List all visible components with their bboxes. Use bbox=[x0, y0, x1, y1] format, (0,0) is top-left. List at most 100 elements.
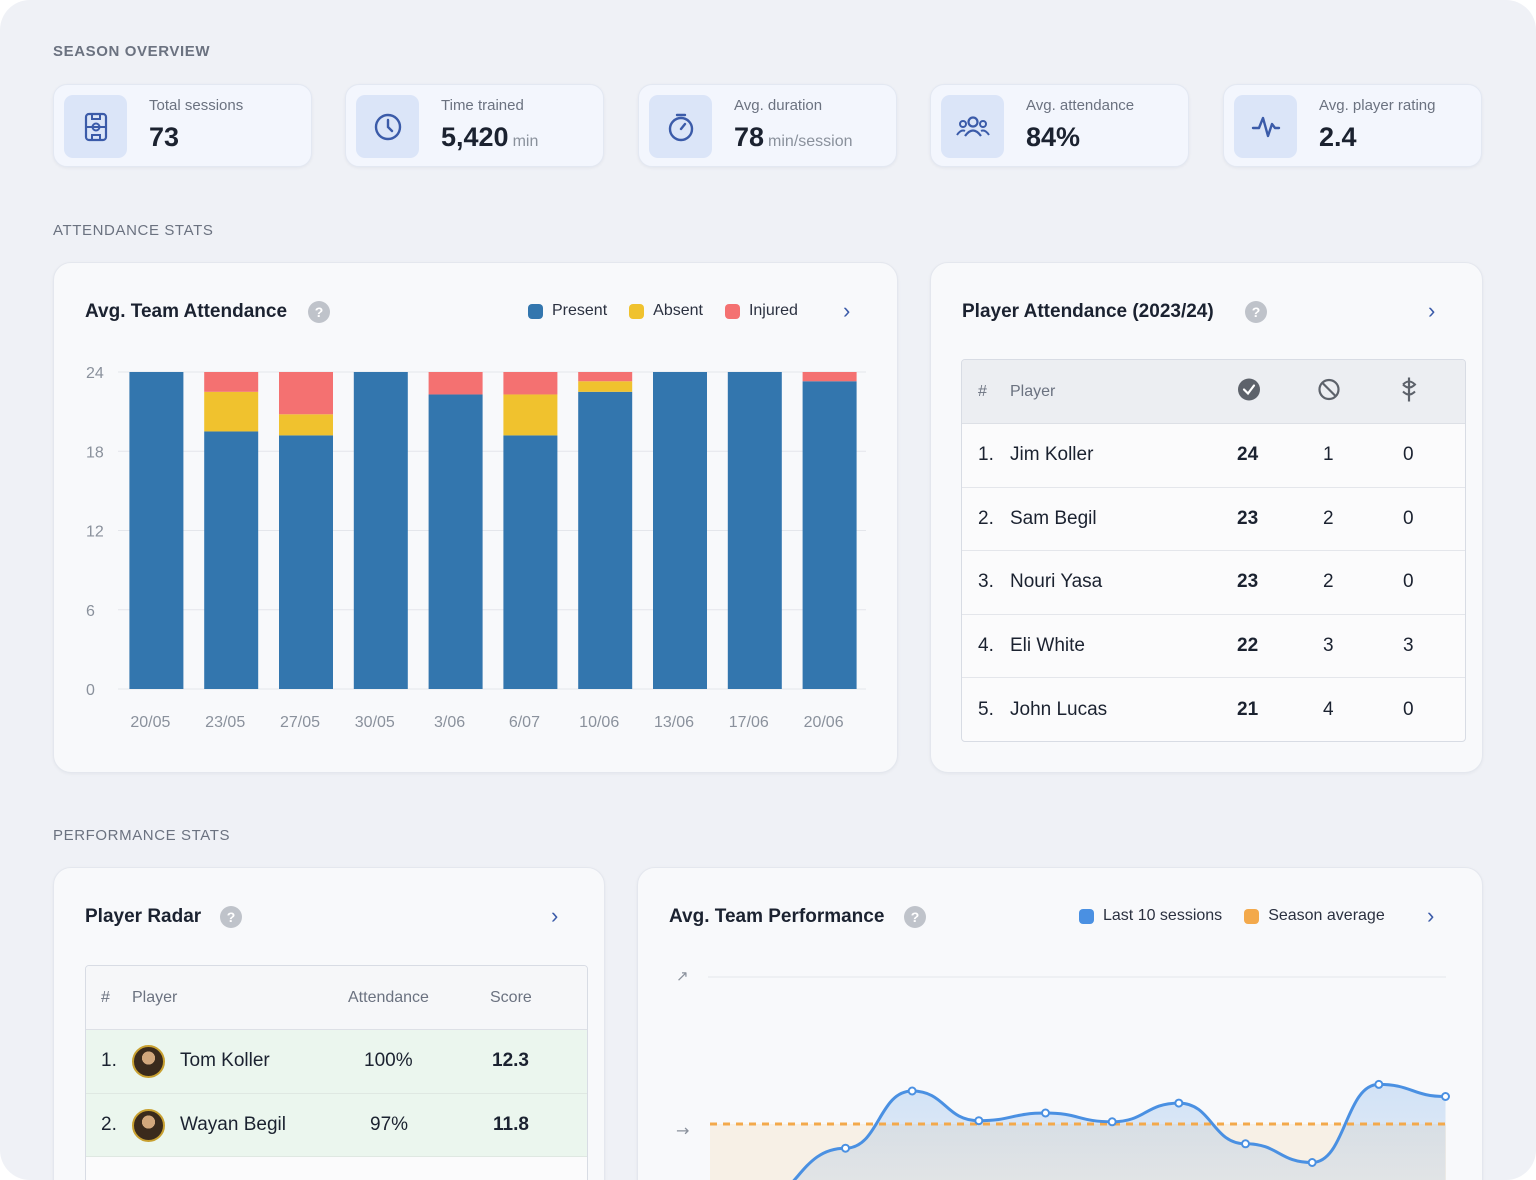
legend-present: Present bbox=[528, 302, 607, 320]
bar-present bbox=[129, 372, 184, 689]
trend-up-icon: ↗ bbox=[676, 967, 689, 985]
stat-avg-attendance[interactable]: Avg. attendance 84% bbox=[930, 84, 1189, 167]
x-tick-label: 20/06 bbox=[804, 714, 844, 731]
bar-absent bbox=[578, 381, 633, 392]
data-point bbox=[1374, 1079, 1384, 1089]
stat-value: 5,420 min bbox=[441, 122, 539, 152]
bar-injured bbox=[204, 372, 259, 392]
medical-icon bbox=[1401, 376, 1417, 407]
table-row[interactable]: 2. Wayan Begil 97% 11.8 bbox=[86, 1093, 587, 1157]
data-point bbox=[1441, 1092, 1450, 1101]
data-point bbox=[1107, 1117, 1117, 1127]
row-player: John Lucas bbox=[1010, 699, 1108, 721]
help-icon[interactable]: ? bbox=[1245, 301, 1267, 323]
stat-avg-duration[interactable]: Avg. duration 78 min/session bbox=[638, 84, 897, 167]
stat-label: Time trained bbox=[441, 97, 524, 114]
chevron-right-icon[interactable]: › bbox=[551, 903, 559, 928]
x-tick-label: 20/05 bbox=[130, 714, 170, 731]
data-point bbox=[1307, 1158, 1317, 1167]
performance-line-chart: ↗→ bbox=[676, 967, 1450, 1180]
row-player: Nouri Yasa bbox=[1010, 571, 1103, 593]
help-icon[interactable]: ? bbox=[220, 906, 242, 928]
player-attendance-card: Player Attendance (2023/24) ? › # Player… bbox=[930, 262, 1483, 773]
player-attendance-table: # Player 1. Jim Koller 24 1 0 bbox=[961, 359, 1466, 742]
check-circle-icon bbox=[1238, 378, 1260, 405]
table-row[interactable]: 3. Nouri Yasa 23 2 0 bbox=[962, 551, 1465, 615]
col-attendance: Attendance bbox=[348, 988, 429, 1006]
bar-present bbox=[204, 431, 259, 689]
avatar bbox=[132, 1108, 165, 1142]
stat-unit: min/session bbox=[768, 133, 853, 150]
chart-legend: Present Absent Injured bbox=[528, 302, 798, 320]
ban-icon bbox=[1318, 378, 1340, 405]
row-absent: 2 bbox=[1323, 571, 1334, 593]
y-tick-label: 24 bbox=[86, 365, 104, 382]
bar-absent bbox=[279, 414, 333, 436]
row-rank: 2. bbox=[101, 1113, 117, 1135]
bar-injured bbox=[428, 372, 483, 395]
row-absent: 1 bbox=[1323, 444, 1334, 466]
bar-absent bbox=[503, 394, 558, 436]
table-row[interactable]: 4. Eli White 22 3 3 bbox=[962, 615, 1465, 679]
row-rank: 2. bbox=[978, 507, 994, 529]
player-radar-table: # Player Attendance Score 1. Tom Koller … bbox=[85, 965, 588, 1180]
row-injured: 0 bbox=[1403, 699, 1414, 721]
stat-value: 73 bbox=[149, 122, 180, 152]
section-season-overview: SEASON OVERVIEW bbox=[53, 43, 211, 60]
row-player: Jim Koller bbox=[1010, 444, 1094, 466]
row-absent: 4 bbox=[1323, 699, 1334, 721]
row-rank: 4. bbox=[978, 635, 994, 657]
x-tick-label: 27/05 bbox=[280, 714, 320, 731]
row-present: 23 bbox=[1237, 571, 1259, 593]
row-present: 23 bbox=[1237, 507, 1259, 529]
legend-absent: Absent bbox=[629, 302, 703, 320]
chevron-right-icon[interactable]: › bbox=[843, 298, 851, 323]
col-rank: # bbox=[101, 988, 110, 1006]
attendance-bar-chart: 0 6 12 18 24 20/05 23/05 27/05 30/05 3/06 6/07 10/0… bbox=[86, 365, 866, 731]
table-header: # Player Attendance Score bbox=[86, 966, 587, 1030]
table-row[interactable]: 1. Jim Koller 24 1 0 bbox=[962, 424, 1465, 488]
player-radar-card: Player Radar ? › # Player Attendance Sco… bbox=[53, 867, 605, 1180]
row-injured: 0 bbox=[1403, 571, 1414, 593]
x-tick-label: 10/06 bbox=[579, 714, 619, 731]
bar-injured bbox=[578, 372, 633, 382]
x-tick-label: 3/06 bbox=[434, 714, 465, 731]
help-icon[interactable]: ? bbox=[904, 906, 926, 928]
stat-value: 84% bbox=[1026, 122, 1081, 152]
row-rank: 5. bbox=[978, 699, 994, 721]
chevron-right-icon[interactable]: › bbox=[1427, 903, 1435, 928]
x-tick-label: 30/05 bbox=[355, 714, 395, 731]
help-icon[interactable]: ? bbox=[308, 301, 330, 323]
data-point bbox=[1041, 1108, 1050, 1118]
bar-present bbox=[802, 381, 857, 689]
y-tick-label: 6 bbox=[86, 603, 95, 620]
legend-last-sessions: Last 10 sessions bbox=[1079, 907, 1222, 925]
col-player: Player bbox=[132, 988, 178, 1006]
chevron-right-icon[interactable]: › bbox=[1428, 298, 1436, 323]
row-rank: 1. bbox=[978, 444, 994, 466]
bar-injured bbox=[503, 372, 558, 395]
row-injured: 3 bbox=[1403, 635, 1414, 657]
bar-injured bbox=[802, 372, 857, 382]
legend-injured: Injured bbox=[724, 302, 798, 320]
trend-flat-icon: → bbox=[676, 1121, 689, 1140]
stat-time-trained[interactable]: Time trained 5,420 min bbox=[345, 84, 604, 167]
bar-present bbox=[428, 394, 483, 689]
data-point bbox=[841, 1143, 850, 1153]
table-row[interactable]: 5. John Lucas 21 4 0 bbox=[962, 678, 1465, 741]
table-row[interactable]: 2. Sam Begil 23 2 0 bbox=[962, 488, 1465, 552]
stat-value: 2.4 bbox=[1319, 122, 1357, 152]
col-rank: # bbox=[978, 382, 987, 400]
bar-present bbox=[653, 372, 707, 689]
stat-label: Avg. attendance bbox=[1026, 97, 1135, 114]
card-title: Avg. Team Performance bbox=[669, 906, 885, 927]
row-rank: 3. bbox=[978, 571, 994, 593]
bar-present bbox=[279, 435, 333, 689]
row-injured: 0 bbox=[1403, 507, 1414, 529]
stat-avg-player-rating[interactable]: Avg. player rating 2.4 bbox=[1223, 84, 1482, 167]
stat-total-sessions[interactable]: Total sessions 73 bbox=[53, 84, 312, 167]
table-row[interactable]: 1. Tom Koller 100% 12.3 bbox=[86, 1030, 587, 1094]
section-attendance-stats: ATTENDANCE STATS bbox=[53, 222, 214, 239]
whiteboard-icon bbox=[64, 95, 127, 158]
